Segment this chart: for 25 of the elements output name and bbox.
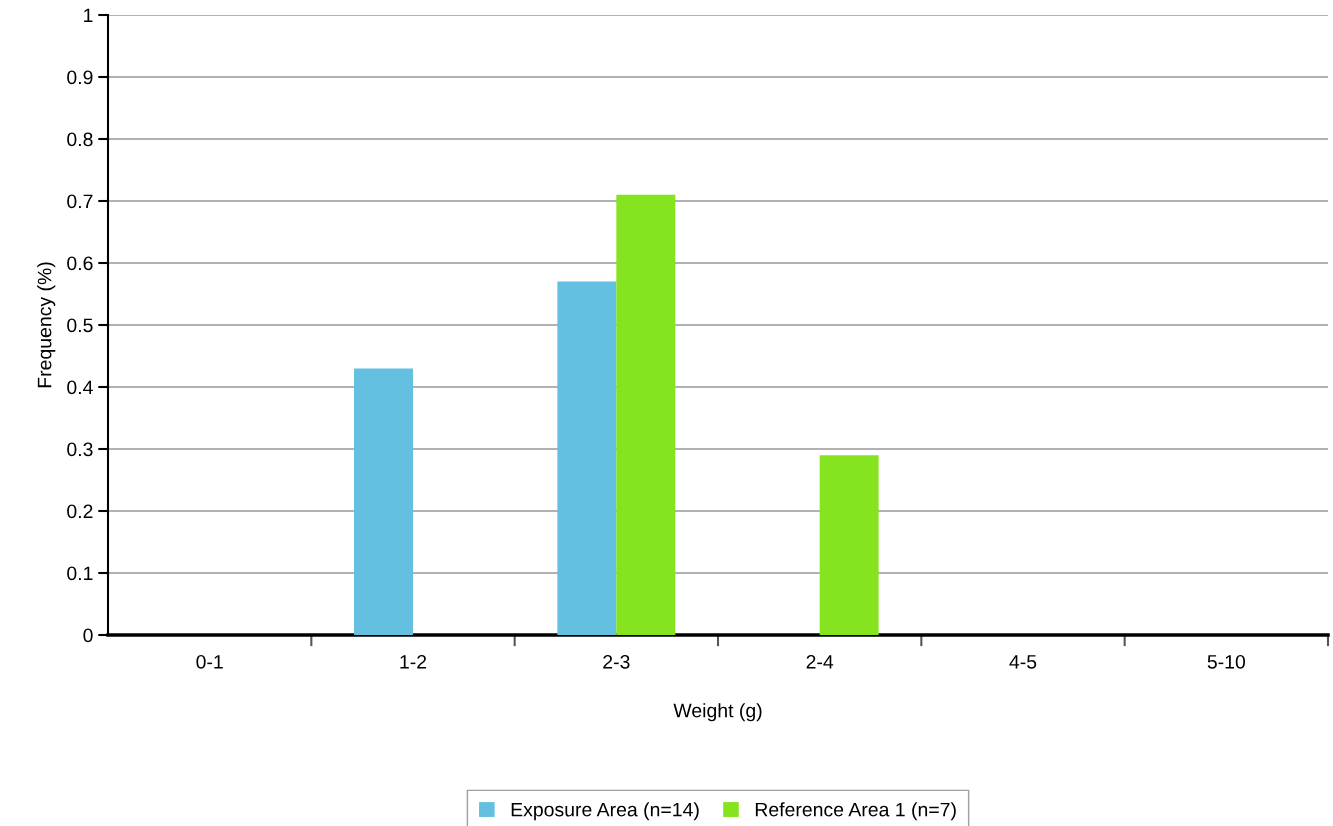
y-tick-label: 0	[83, 628, 93, 643]
x-tick-label: 2-3	[603, 654, 630, 669]
y-tick-label: 0.5	[67, 318, 93, 333]
x-axis-title: Weight (g)	[673, 703, 762, 722]
y-tick-label: 0.1	[67, 566, 93, 581]
y-tick-label: 0.8	[67, 132, 93, 147]
bar	[354, 368, 413, 635]
y-tick-label: 0.6	[67, 256, 93, 271]
x-tick-label: 0-1	[196, 654, 223, 669]
bar	[557, 281, 617, 635]
legend-label: Exposure Area (n=14)	[511, 802, 699, 821]
y-tick-label: 0.9	[67, 70, 93, 85]
y-tick-label: 0.3	[67, 442, 93, 457]
bar	[616, 194, 676, 635]
y-tick-label: 1	[84, 8, 93, 23]
y-tick-label: 0.2	[67, 504, 93, 519]
x-tick-label: 4-5	[1009, 655, 1037, 669]
legend-label: Reference Area 1 (n=7)	[755, 802, 956, 821]
y-tick-label: 0.4	[67, 380, 93, 395]
y-axis-title: Frequency (%)	[37, 262, 56, 388]
y-tick-label: 0.7	[67, 194, 93, 209]
bar	[819, 455, 879, 635]
x-tick-label: 1-2	[400, 654, 427, 669]
x-tick-label: 5-10	[1207, 654, 1246, 669]
x-tick-label: 2-4	[806, 654, 834, 669]
